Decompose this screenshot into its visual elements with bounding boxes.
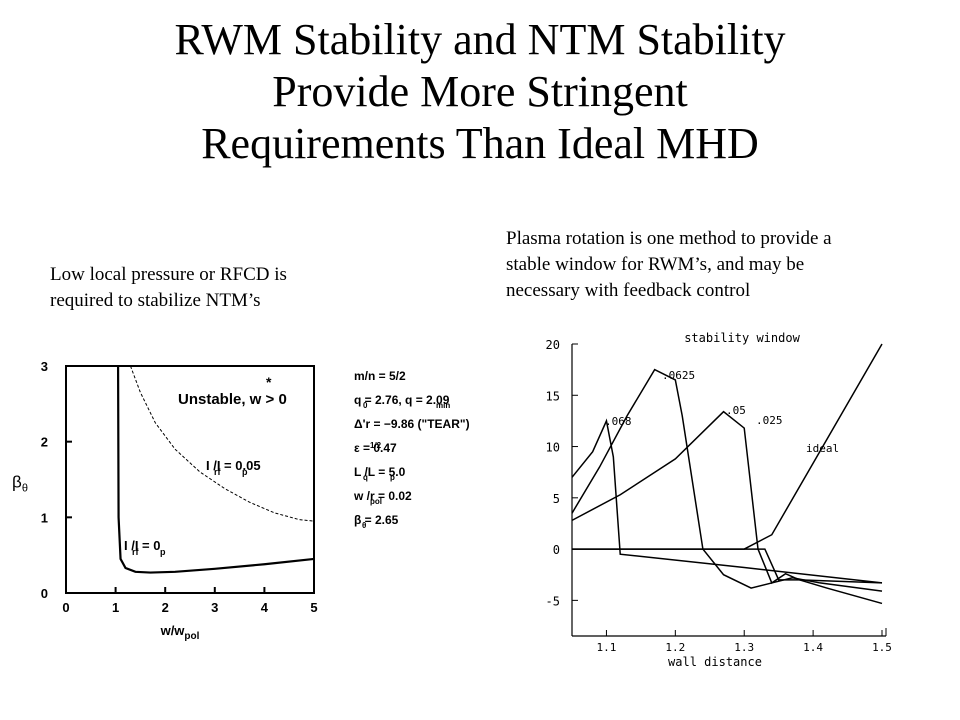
series-label: .05 [726, 404, 746, 417]
subscript-rf: rf [214, 467, 222, 477]
parameter-line: β = 2.65 [354, 513, 399, 527]
series-label: .025 [756, 414, 783, 427]
x-tick-label: 1.3 [734, 641, 754, 654]
y-tick-label: 1 [41, 510, 48, 525]
slide-title: RWM Stability and NTM Stability Provide … [20, 14, 940, 170]
y-axis-label-main: β [12, 473, 22, 492]
left-caption: Low local pressure or RFCD is required t… [50, 262, 430, 314]
series-label: .068 [605, 415, 632, 428]
x-tick-label: 2 [162, 600, 169, 615]
subscript-p: p [242, 467, 248, 477]
parameter-subscript: θ [362, 521, 366, 530]
x-tick-label: 1.4 [803, 641, 823, 654]
x-tick-label: 1.1 [597, 641, 617, 654]
y-tick-label: 0 [41, 586, 48, 601]
x-tick-label: 0 [62, 600, 69, 615]
x-tick-label: 1 [112, 600, 119, 615]
parameter-subscript: q [363, 473, 368, 482]
parameter-subscript: 0 [363, 401, 368, 410]
y-tick-label: 0 [553, 543, 560, 557]
parameter-line: L /L = 5.0 [354, 465, 406, 479]
parameter-line: ε = 0.47 [354, 441, 397, 455]
parameter-subscript: 1/2 [370, 441, 382, 450]
parameter-line: Δ'r = −9.86 ("TEAR") [354, 417, 470, 431]
parameter-subscript: pol [370, 497, 382, 506]
y-tick-label: 20 [546, 338, 560, 352]
y-tick-label: 3 [41, 359, 48, 374]
title-line: Provide More Stringent [272, 67, 688, 116]
x-tick-label: 3 [211, 600, 218, 615]
x-axis-label-main: w/w [160, 623, 186, 638]
series-line [130, 365, 315, 522]
y-axis-label: βθ [12, 473, 28, 495]
x-tick-label: 4 [261, 600, 269, 615]
caption-line: Low local pressure or RFCD is [50, 264, 287, 285]
x-tick-label: 1.5 [872, 641, 892, 654]
y-tick-label: 10 [546, 441, 560, 455]
caption-line: stable window for RWM’s, and may be [506, 254, 805, 275]
series-line [572, 343, 883, 550]
x-axis-label-sub: pol [184, 631, 199, 642]
series-line [571, 368, 883, 592]
subscript-p: p [160, 547, 166, 557]
series-line [571, 410, 883, 605]
y-tick-label: 2 [41, 435, 48, 450]
parameter-line: q = 2.76, q = 2.09 [354, 393, 450, 407]
y-tick-label: -5 [546, 594, 560, 608]
series-label: ideal [806, 442, 839, 455]
series-label: .0625 [662, 369, 695, 382]
parameter-line: m/n = 5/2 [354, 369, 406, 383]
title-line: Requirements Than Ideal MHD [201, 119, 759, 168]
unstable-label: Unstable, w > 0 [178, 391, 287, 408]
rwm-stability-window-chart: 20 15 10 5 0 -5 1.1 1.2 1.3 1.4 1.5 stability wind… [546, 331, 892, 669]
caption-line: Plasma rotation is one method to provide… [506, 228, 832, 249]
plot-frame [65, 365, 315, 594]
asterisk-mark: * [266, 374, 272, 390]
series-line [571, 418, 883, 584]
y-tick-label: 5 [553, 492, 560, 506]
chart-title: stability window [684, 331, 800, 345]
caption-line: necessary with feedback control [506, 280, 751, 301]
y-tick-label: 15 [546, 389, 560, 403]
x-tick-label: 1.2 [665, 641, 685, 654]
series-label-0: I /I = 0 [124, 538, 161, 553]
series-label-0.05: I /I = 0.05 [206, 458, 261, 473]
x-axis-label: w/wpol [160, 623, 200, 642]
series-line [116, 365, 315, 574]
parameter-line: w /r = 0.02 [353, 489, 412, 503]
title-line: RWM Stability and NTM Stability [174, 15, 786, 64]
x-tick-label: 5 [310, 600, 317, 615]
x-axis-label: wall distance [668, 655, 762, 669]
subscript-rf: rf [132, 547, 140, 557]
caption-line: required to stabilize NTM’s [50, 290, 261, 311]
parameter-subscript: p [390, 473, 395, 482]
right-caption: Plasma rotation is one method to provide… [506, 226, 946, 304]
y-axis-label-sub: θ [22, 483, 28, 495]
parameter-subscript: min [436, 401, 450, 410]
